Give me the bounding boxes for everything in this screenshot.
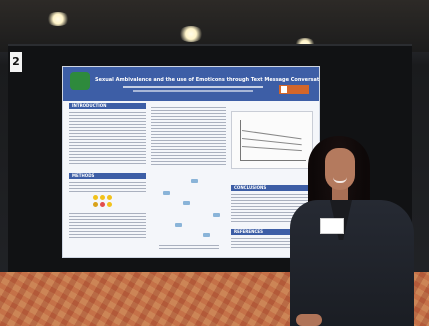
ceiling-light-1 bbox=[46, 12, 70, 26]
research-poster: Sexual Ambivalence and the use of Emotic… bbox=[62, 66, 320, 258]
emoticon-1 bbox=[93, 195, 98, 200]
poster-title: Sexual Ambivalence and the use of Emotic… bbox=[95, 77, 320, 83]
ceiling-light-2 bbox=[178, 26, 204, 42]
presenter-smile bbox=[333, 177, 347, 183]
results-text bbox=[151, 107, 226, 165]
ceiling bbox=[0, 0, 429, 52]
flow-node-4 bbox=[213, 213, 220, 217]
flow-node-3 bbox=[183, 201, 190, 205]
methods-text bbox=[69, 182, 146, 192]
emoticon-4 bbox=[93, 202, 98, 207]
graph-axis-x bbox=[240, 160, 306, 161]
emoticon-3 bbox=[107, 195, 112, 200]
presenter-face bbox=[325, 148, 355, 190]
emoticon-5 bbox=[100, 202, 105, 207]
poster-logo-left bbox=[70, 72, 90, 90]
introduction-text bbox=[69, 112, 146, 166]
section-methods: METHODS bbox=[69, 173, 146, 179]
flow-node-6 bbox=[203, 233, 210, 237]
presenter-hand bbox=[296, 314, 322, 326]
methods-text-2 bbox=[69, 213, 146, 239]
presenter-jacket bbox=[290, 200, 414, 326]
poster-logo-right bbox=[279, 85, 309, 94]
poster-authors bbox=[123, 86, 263, 88]
poster-header bbox=[63, 67, 319, 101]
flow-node-2 bbox=[163, 191, 170, 195]
poster-affiliation bbox=[133, 90, 253, 92]
graph-axis-y bbox=[240, 120, 241, 160]
emoticon-6 bbox=[107, 202, 112, 207]
figure-caption bbox=[159, 245, 219, 249]
emoticon-2 bbox=[100, 195, 105, 200]
presenter bbox=[284, 130, 429, 326]
presenter-neck bbox=[332, 186, 348, 204]
flow-node-1 bbox=[191, 179, 198, 183]
section-references: REFERENCES bbox=[231, 229, 310, 235]
name-badge bbox=[320, 218, 344, 234]
wall-marker: 2 bbox=[10, 52, 22, 72]
section-conclusion: CONCLUSIONS bbox=[231, 185, 310, 191]
section-introduction: INTRODUCTION bbox=[69, 103, 146, 109]
flow-node-5 bbox=[175, 223, 182, 227]
poster-graph bbox=[231, 111, 313, 169]
